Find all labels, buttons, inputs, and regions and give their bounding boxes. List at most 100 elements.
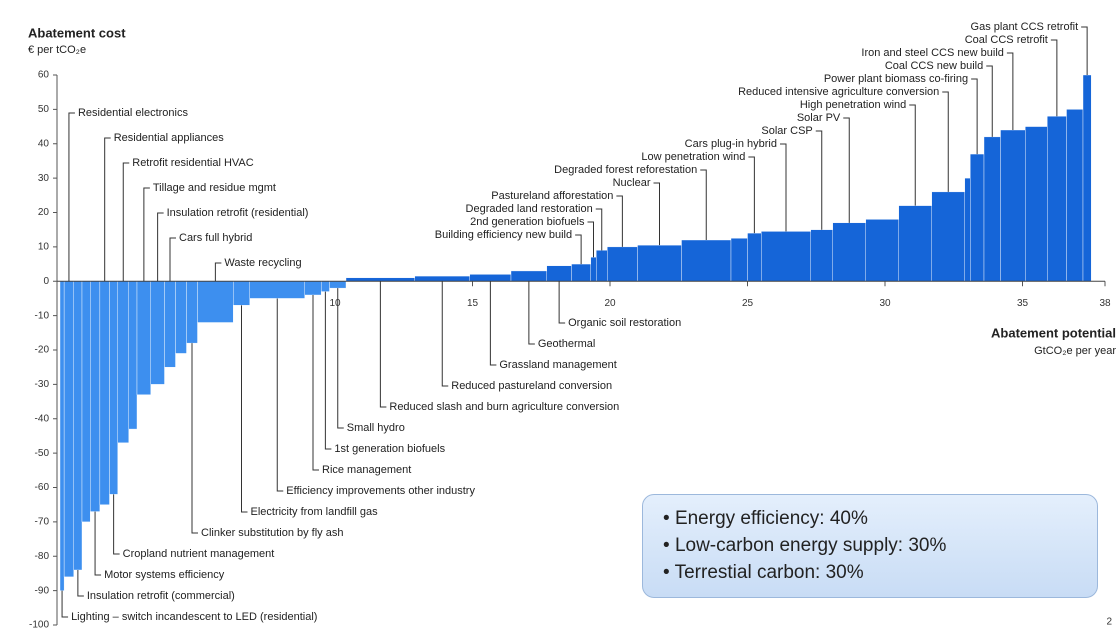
y-tick-label: -60 <box>35 482 50 493</box>
measure-label: Coal CCS new build <box>885 60 983 72</box>
bar <box>345 277 415 282</box>
measure-label: Reduced slash and burn agriculture conve… <box>389 401 619 413</box>
leader-line <box>843 117 850 223</box>
x-axis-title: Abatement potential <box>991 325 1116 340</box>
y-tick-label: -90 <box>35 585 50 596</box>
leader-line <box>379 281 387 408</box>
measure-label: Grassland management <box>499 359 616 371</box>
leader-line <box>324 291 332 450</box>
leader-line <box>700 169 707 240</box>
leader-line <box>1006 52 1014 130</box>
bar <box>73 281 83 571</box>
bar <box>304 281 322 296</box>
leader-line <box>104 137 111 282</box>
leader-line <box>441 281 449 387</box>
leader-line <box>1081 26 1088 75</box>
leader-line <box>971 78 978 155</box>
bar <box>747 232 762 282</box>
measure-label: Iron and steel CCS new build <box>861 47 1003 59</box>
bar <box>637 244 682 282</box>
annotation-item: Terrestial carbon: 30% <box>663 559 1077 586</box>
y-tick-label: 30 <box>38 173 50 184</box>
y-tick-label: -30 <box>35 379 50 390</box>
measure-label: 2nd generation biofuels <box>470 216 585 228</box>
bar <box>832 222 866 282</box>
bar <box>1000 129 1026 282</box>
leader-line <box>94 511 102 576</box>
x-tick-label: 35 <box>1017 298 1029 309</box>
bar <box>590 256 597 282</box>
measure-label: Organic soil restoration <box>568 317 681 329</box>
measure-label: Residential electronics <box>78 107 189 119</box>
page-number: 2 <box>1106 617 1112 628</box>
x-tick-label: 10 <box>329 298 341 309</box>
x-axis-unit: GtCO₂e per year <box>1034 345 1116 357</box>
leader-line <box>77 570 84 597</box>
measure-label: Clinker substitution by fly ash <box>201 527 343 539</box>
x-tick-label: 30 <box>879 298 891 309</box>
bar <box>329 281 347 289</box>
bar <box>1066 109 1084 282</box>
measure-label: Electricity from landfill gas <box>251 506 379 518</box>
bar <box>414 275 470 282</box>
bar <box>761 231 811 282</box>
y-tick-label: 0 <box>43 276 49 287</box>
bar <box>596 250 608 282</box>
measure-label: Pastureland afforestation <box>491 190 613 202</box>
bar <box>164 281 176 368</box>
bar <box>59 281 65 591</box>
y-tick-label: 60 <box>38 70 50 81</box>
y-tick-label: -70 <box>35 517 50 528</box>
measure-label: Efficiency improvements other industry <box>286 485 475 497</box>
measure-label: Solar CSP <box>761 125 812 137</box>
bar <box>1082 74 1092 282</box>
annotation-box: Energy efficiency: 40% Low-carbon energy… <box>642 494 1098 598</box>
leader-line <box>157 212 164 282</box>
leader-line <box>241 305 248 513</box>
measure-label: Cars plug-in hybrid <box>685 138 777 150</box>
leader-line <box>986 65 993 137</box>
y-tick-label: -50 <box>35 448 50 459</box>
measure-label: Building efficiency new build <box>435 229 572 241</box>
leader-line <box>653 182 660 246</box>
leader-line <box>558 281 566 324</box>
bar <box>1047 116 1067 282</box>
leader-line <box>337 288 344 429</box>
measure-label: Nuclear <box>613 177 651 189</box>
leader-line <box>528 281 535 345</box>
leader-line <box>169 237 176 282</box>
annotation-item: Low-carbon energy supply: 30% <box>663 532 1077 559</box>
leader-line <box>748 156 755 234</box>
chart-title: Abatement cost <box>28 25 126 40</box>
leader-line <box>595 208 603 251</box>
measure-label: Lighting – switch incandescent to LED (r… <box>71 611 317 623</box>
bar <box>571 263 591 282</box>
bar <box>175 281 187 354</box>
y-tick-label: -20 <box>35 345 50 356</box>
measure-label: Reduced pastureland conversion <box>451 380 612 392</box>
bar <box>63 281 74 578</box>
bar <box>865 219 899 282</box>
leader-line <box>312 295 319 471</box>
bar <box>109 281 118 495</box>
y-tick-label: 50 <box>38 104 50 115</box>
leader-line <box>780 143 787 232</box>
leader-line <box>143 187 150 282</box>
bar <box>931 191 965 282</box>
bar <box>1025 126 1048 282</box>
bar <box>99 281 110 505</box>
measure-label: Cropland nutrient management <box>123 548 275 560</box>
leader-line <box>191 343 198 534</box>
measure-label: Reduced intensive agriculture conversion <box>738 86 939 98</box>
bar <box>964 177 971 282</box>
leader-line <box>61 590 69 618</box>
measure-label: High penetration wind <box>800 99 906 111</box>
bar <box>810 229 833 282</box>
measure-label: Residential appliances <box>114 132 225 144</box>
bar <box>607 246 638 282</box>
measure-label: 1st generation biofuels <box>334 443 445 455</box>
y-tick-label: 40 <box>38 138 50 149</box>
bar <box>321 281 330 292</box>
